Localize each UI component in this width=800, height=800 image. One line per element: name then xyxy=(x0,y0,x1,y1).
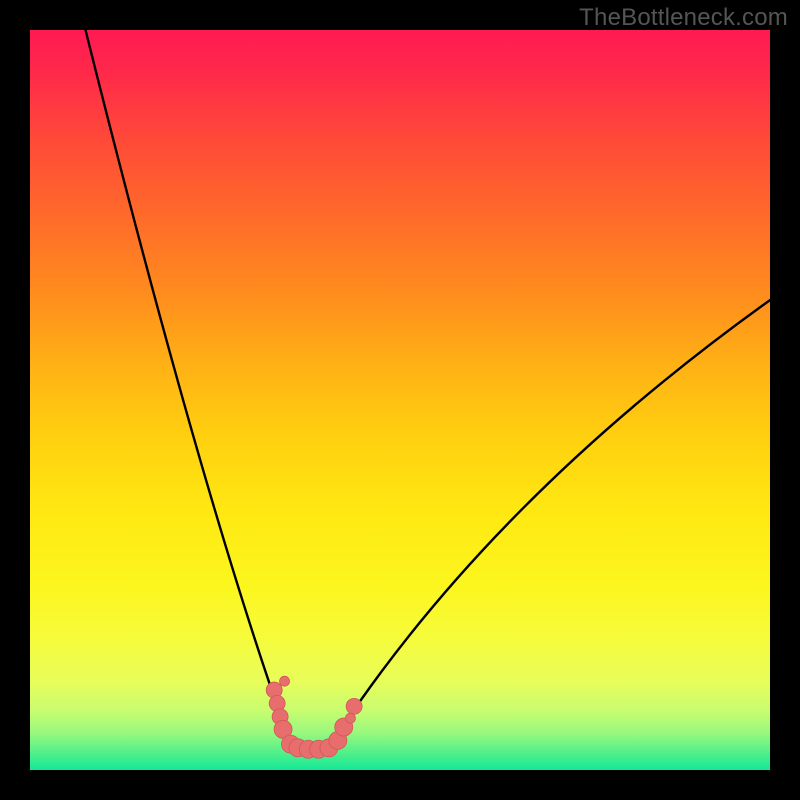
marker-dot xyxy=(345,713,355,723)
marker-dot xyxy=(346,698,362,714)
plot-area xyxy=(30,30,770,770)
marker-dot xyxy=(280,676,290,686)
bottleneck-curve-chart xyxy=(30,30,770,770)
watermark-text: TheBottleneck.com xyxy=(579,4,788,32)
gradient-background xyxy=(30,30,770,770)
